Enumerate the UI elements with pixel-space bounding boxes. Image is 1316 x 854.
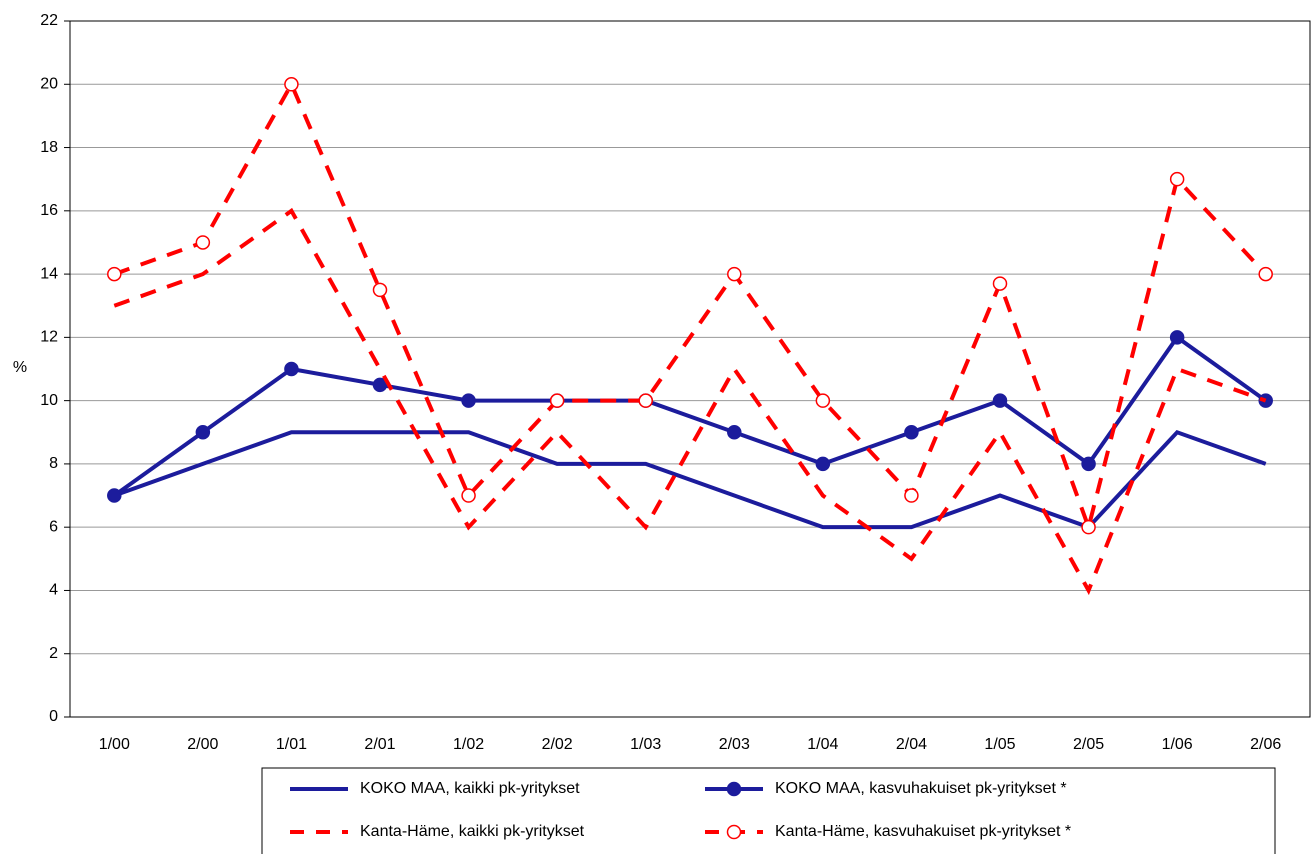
data-point (284, 361, 299, 377)
y-tick-label: 22 (40, 12, 58, 29)
y-tick-label: 6 (49, 518, 58, 535)
y-tick-label: 0 (49, 708, 58, 725)
x-tick-label: 1/02 (453, 736, 484, 753)
series-line (113, 79, 1268, 534)
legend-label: Kanta-Häme, kasvuhakuiset pk-yritykset * (775, 823, 1071, 840)
y-tick-label: 18 (40, 139, 58, 156)
y-tick-label: 10 (40, 392, 58, 409)
x-tick-label: 1/04 (807, 736, 838, 753)
data-point (1081, 456, 1096, 472)
data-point (107, 488, 122, 503)
data-point (1169, 330, 1185, 345)
series-line (113, 429, 1267, 530)
y-tick-label: 12 (40, 329, 58, 346)
legend-marker (726, 824, 742, 840)
x-tick-label: 2/00 (187, 736, 218, 753)
y-tick-label: 14 (40, 265, 58, 282)
legend-label: Kanta-Häme, kaikki pk-yritykset (360, 823, 585, 840)
data-point (195, 425, 211, 440)
series-line (113, 334, 1267, 498)
data-point (638, 393, 653, 408)
y-tick-label: 16 (40, 202, 58, 219)
data-point (107, 266, 122, 282)
legend-marker (726, 781, 742, 797)
x-tick-label: 2/02 (542, 736, 573, 753)
y-axis-label: % (13, 359, 27, 376)
x-tick-label: 1/05 (984, 736, 1015, 753)
x-tick-label: 1/01 (276, 736, 307, 753)
data-point (195, 235, 211, 250)
data-point (904, 425, 919, 440)
plot-frame (69, 20, 1311, 718)
x-tick-label: 2/03 (719, 736, 750, 753)
data-point (284, 77, 299, 92)
data-point (1258, 266, 1273, 282)
y-tick-label: 2 (49, 645, 58, 662)
data-point (992, 276, 1008, 291)
x-tick-label: 1/00 (99, 736, 130, 753)
data-point (1169, 171, 1185, 187)
data-point (461, 393, 476, 408)
data-point (549, 393, 565, 408)
legend-box (261, 767, 1276, 854)
y-tick-label: 4 (49, 582, 58, 599)
x-tick-label: 2/06 (1250, 736, 1281, 753)
data-point (815, 456, 831, 472)
x-tick-label: 1/03 (630, 736, 661, 753)
y-tick-label: 20 (40, 75, 58, 92)
data-point (992, 393, 1008, 408)
legend-label: KOKO MAA, kasvuhakuiset pk-yritykset * (775, 780, 1067, 797)
data-point (727, 266, 742, 282)
x-tick-label: 2/04 (896, 736, 927, 753)
data-point (727, 425, 742, 440)
data-point (904, 488, 919, 503)
series-line (113, 207, 1267, 596)
data-point (1081, 519, 1096, 535)
x-tick-label: 2/05 (1073, 736, 1104, 753)
data-point (372, 282, 388, 298)
data-point (461, 488, 476, 503)
data-point (815, 393, 831, 408)
y-tick-label: 8 (49, 455, 58, 472)
legend-label: KOKO MAA, kaikki pk-yritykset (360, 780, 580, 797)
x-tick-label: 2/01 (364, 736, 395, 753)
data-point (372, 377, 388, 393)
x-tick-label: 1/06 (1162, 736, 1193, 753)
